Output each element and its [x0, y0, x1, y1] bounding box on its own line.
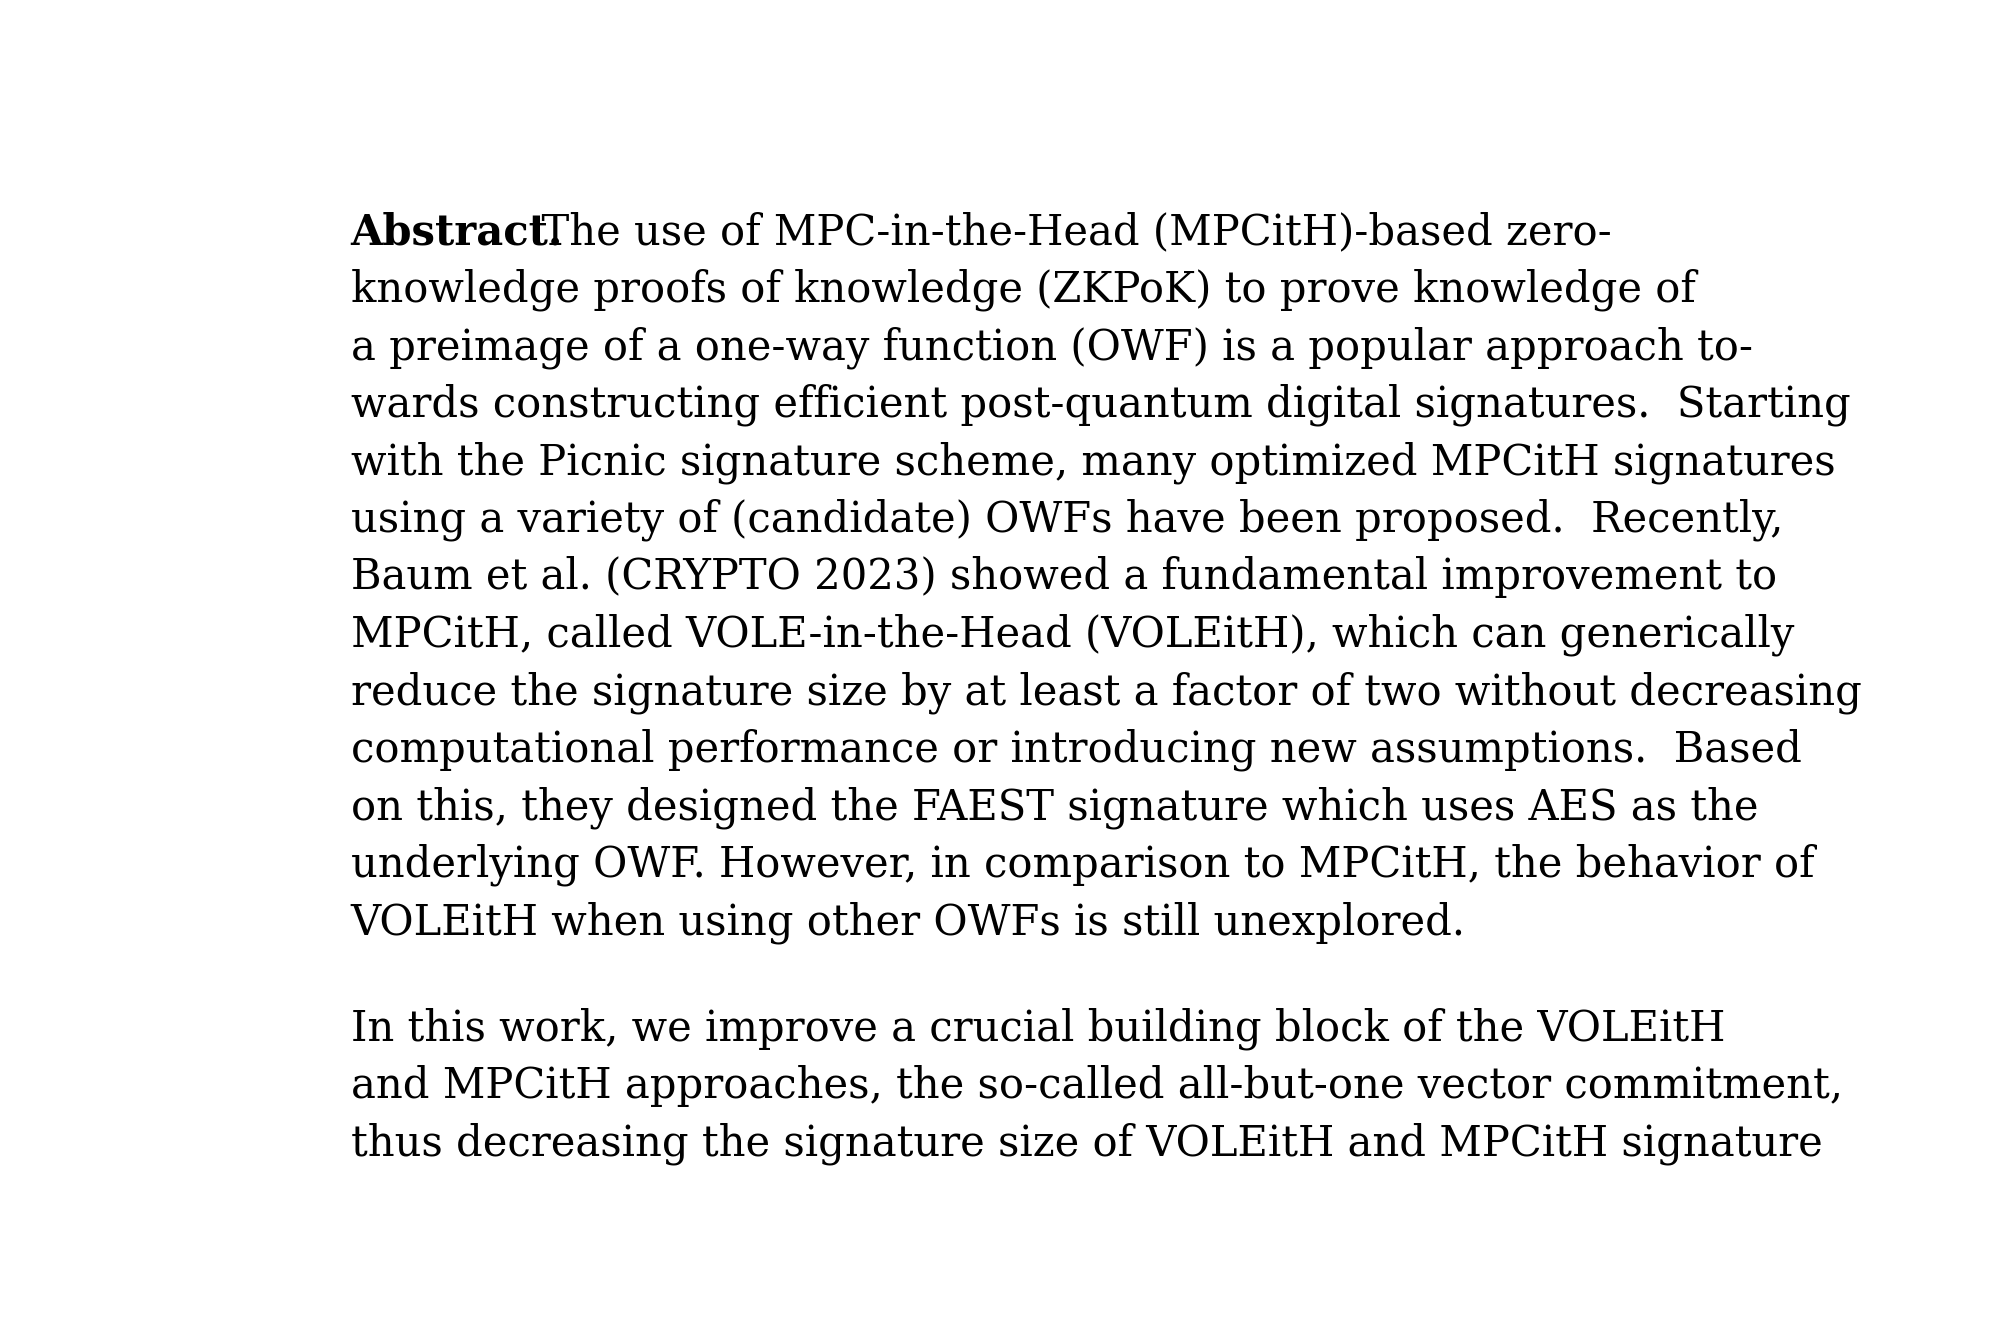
Text: with the Picnic signature scheme, many optimized MPCitH signatures: with the Picnic signature scheme, many o…	[350, 441, 1836, 484]
Text: underlying OWF. However, in comparison to MPCitH, the behavior of: underlying OWF. However, in comparison t…	[350, 844, 1814, 886]
Text: wards constructing efficient post-quantum digital signatures.  Starting: wards constructing efficient post-quantu…	[350, 384, 1850, 427]
Text: VOLEitH when using other OWFs is still unexplored.: VOLEitH when using other OWFs is still u…	[350, 901, 1466, 944]
Text: computational performance or introducing new assumptions.  Based: computational performance or introducing…	[350, 729, 1802, 770]
Text: thus decreasing the signature size of VOLEitH and MPCitH signature: thus decreasing the signature size of VO…	[350, 1122, 1822, 1165]
Text: Abstract.: Abstract.	[350, 212, 564, 253]
Text: using a variety of (candidate) OWFs have been proposed.  Recently,: using a variety of (candidate) OWFs have…	[350, 499, 1784, 541]
Text: MPCitH, called VOLE-in-the-Head (VOLEitH), which can generically: MPCitH, called VOLE-in-the-Head (VOLEitH…	[350, 613, 1794, 656]
Text: In this work, we improve a crucial building block of the VOLEitH: In this work, we improve a crucial build…	[350, 1008, 1726, 1050]
Text: The use of MPC-in-the-Head (MPCitH)-based zero-: The use of MPC-in-the-Head (MPCitH)-base…	[516, 212, 1612, 253]
Text: and MPCitH approaches, the so-called all-but-one vector commitment,: and MPCitH approaches, the so-called all…	[350, 1065, 1842, 1108]
Text: knowledge proofs of knowledge (ZKPoK) to prove knowledge of: knowledge proofs of knowledge (ZKPoK) to…	[350, 269, 1696, 312]
Text: a preimage of a one-way function (OWF) is a popular approach to-: a preimage of a one-way function (OWF) i…	[350, 327, 1752, 369]
Text: Baum et al. (CRYPTO 2023) showed a fundamental improvement to: Baum et al. (CRYPTO 2023) showed a funda…	[350, 556, 1776, 599]
Text: reduce the signature size by at least a factor of two without decreasing: reduce the signature size by at least a …	[350, 670, 1862, 713]
Text: on this, they designed the FAEST signature which uses AES as the: on this, they designed the FAEST signatu…	[350, 786, 1758, 829]
